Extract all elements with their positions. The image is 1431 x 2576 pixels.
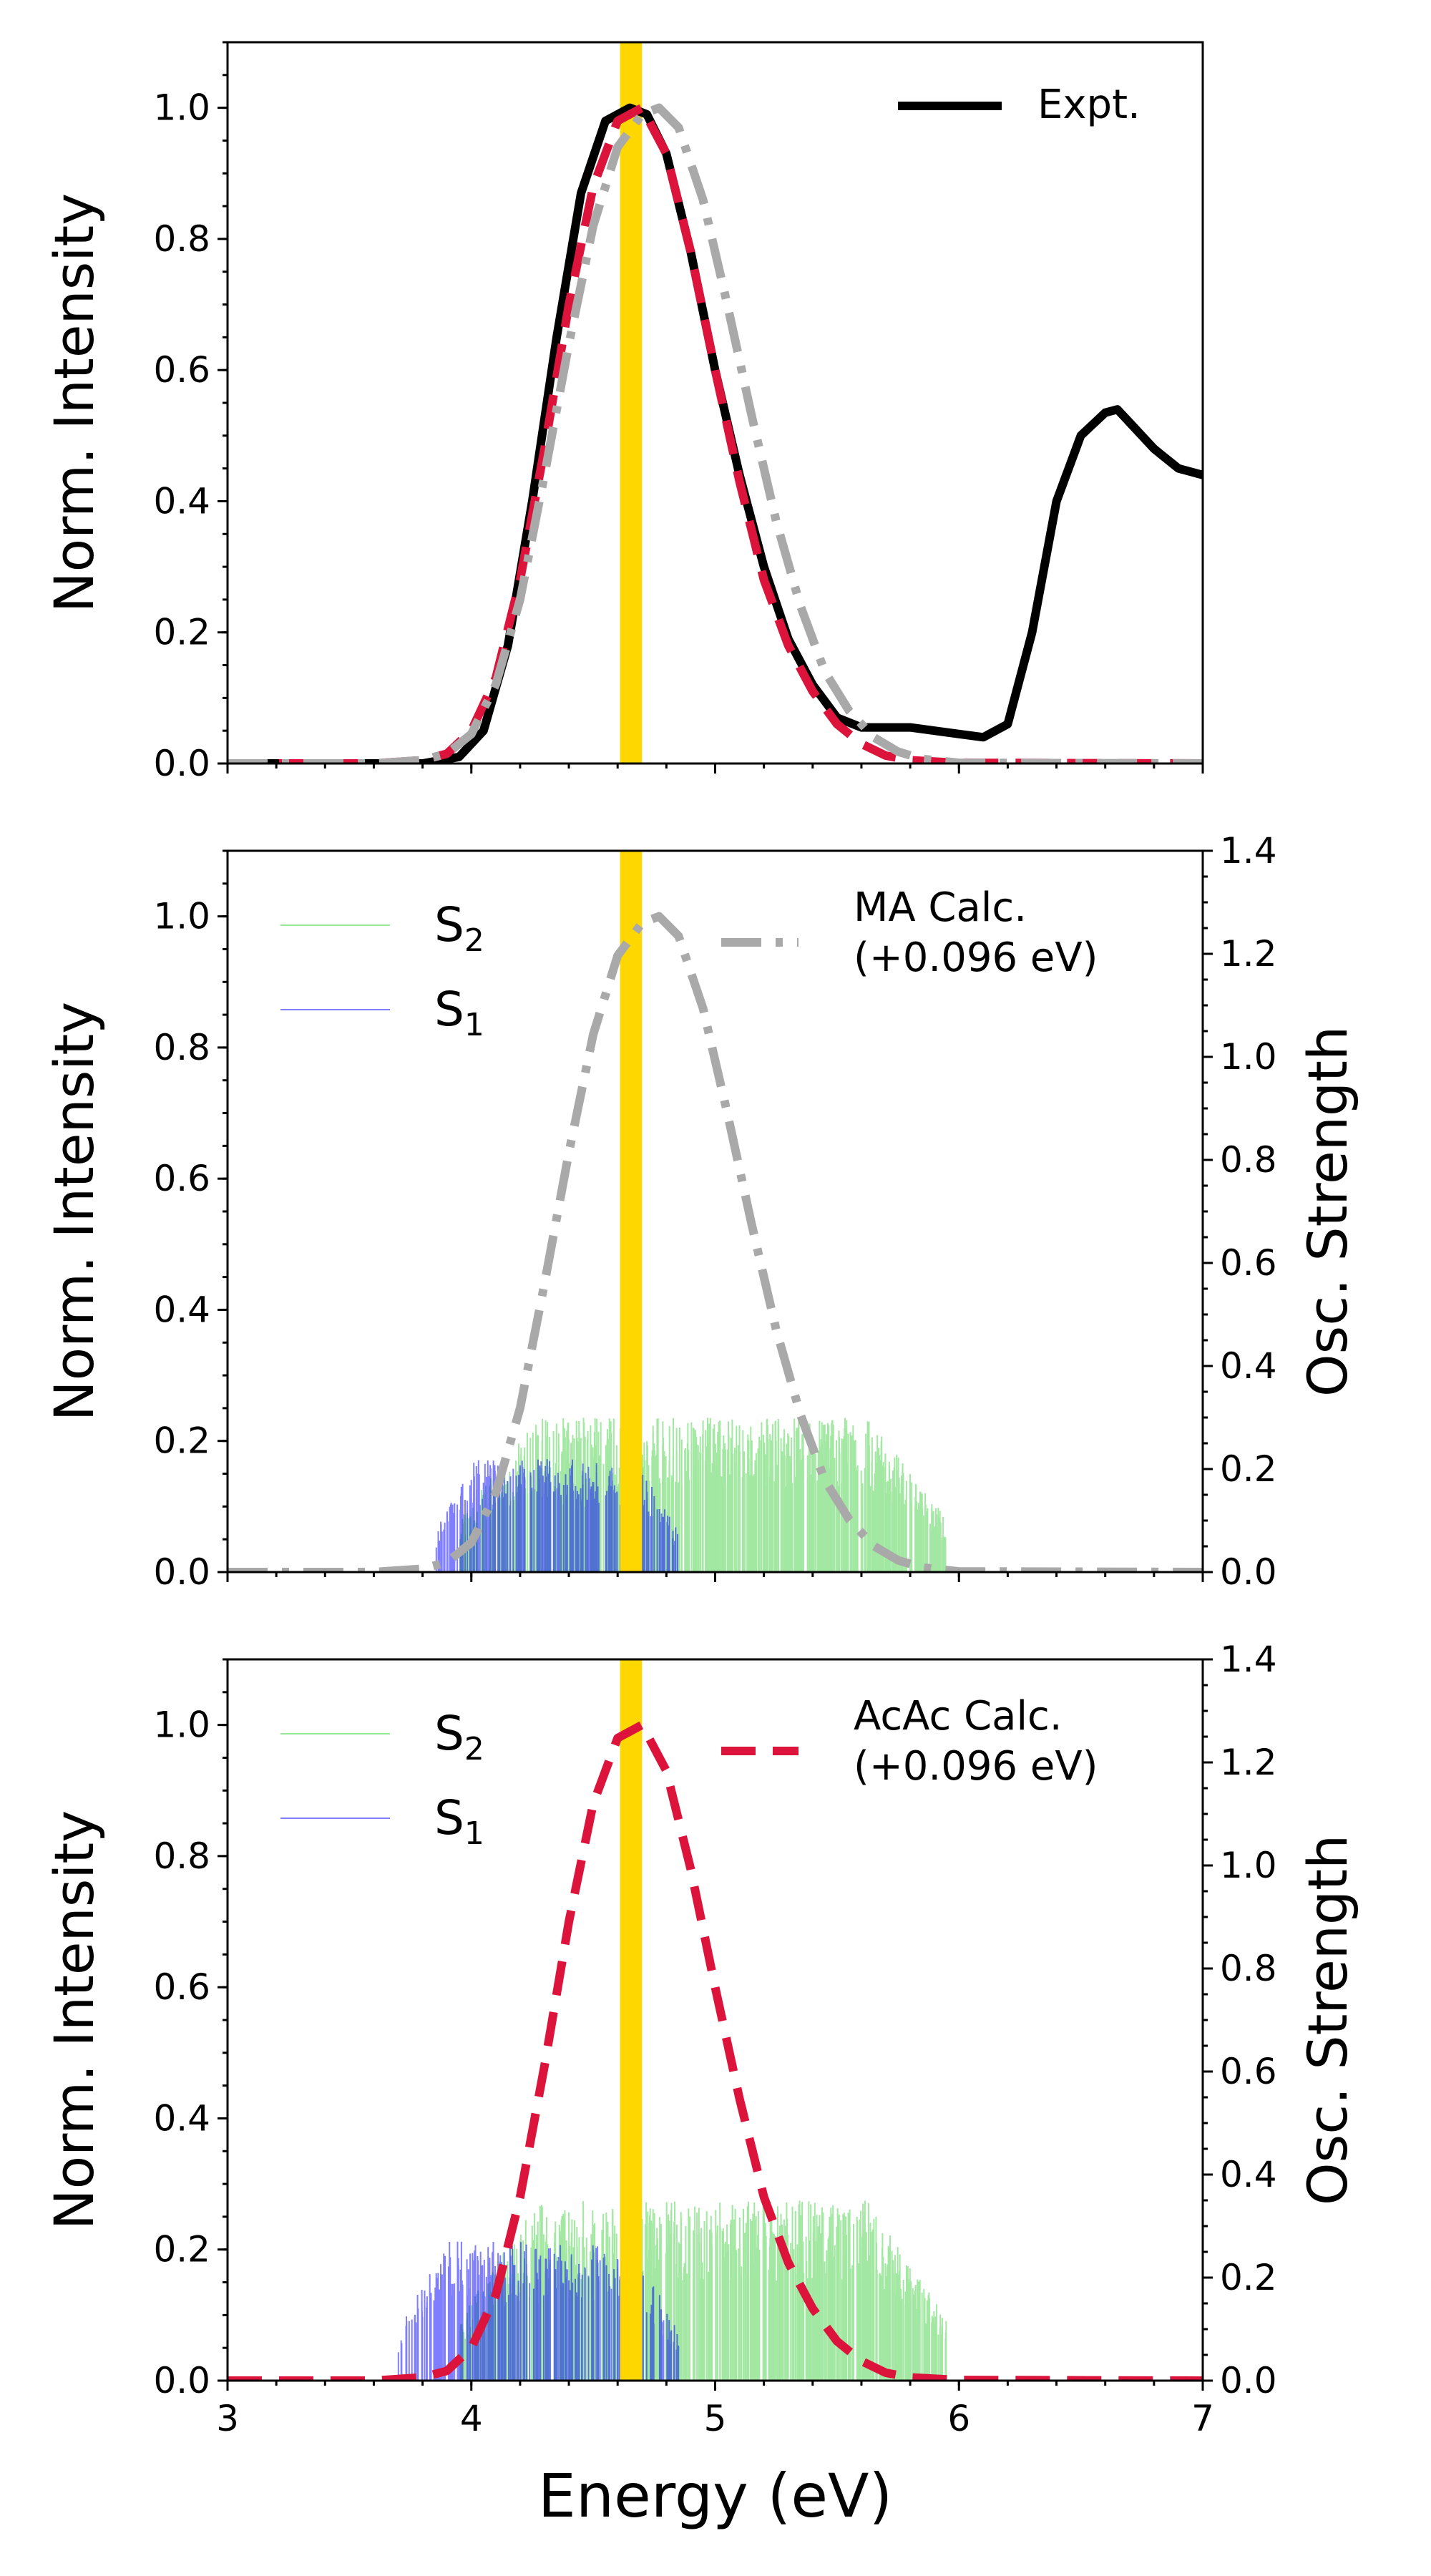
legend-label-subscript: 2 bbox=[464, 922, 484, 959]
y-axis-label: Norm. Intensity bbox=[42, 1002, 106, 1421]
y2-ticks bbox=[1203, 1658, 1213, 2382]
y-tick-label: 0.2 bbox=[153, 612, 210, 653]
legend-label-s2: S2 bbox=[434, 897, 484, 959]
legend-label-s1: S1 bbox=[434, 1790, 484, 1852]
y2-tick-label: 0.2 bbox=[1220, 2257, 1277, 2298]
x-tick-label: 6 bbox=[947, 2398, 970, 2439]
y-ticks bbox=[218, 41, 228, 765]
y2-ticks bbox=[1203, 849, 1213, 1574]
plot-area bbox=[228, 1659, 1203, 2381]
panel-3: 3 4 5 6 7 Energy (eV) 0.0 0.2 0.4 0.6 0.8 1.0 Norm. … bbox=[42, 1639, 1359, 2531]
highlight-band bbox=[620, 851, 643, 1572]
panel-2: 0.0 0.2 0.4 0.6 0.8 1.0 Norm. Intensity 0.0 0.2 0… bbox=[42, 830, 1359, 1593]
y2-tick-label: 1.2 bbox=[1220, 1742, 1277, 1783]
x-ticks bbox=[226, 2381, 1204, 2391]
legend-label-subscript: 2 bbox=[464, 1731, 484, 1767]
y-tick-label: 0.4 bbox=[153, 480, 210, 522]
y2-tick-label: 0.6 bbox=[1220, 1242, 1277, 1284]
x-ticks bbox=[226, 1572, 1204, 1582]
y-tick-label: 0.8 bbox=[153, 218, 210, 260]
y-tick-label: 0.8 bbox=[153, 1027, 210, 1068]
x-tick-label: 4 bbox=[460, 2398, 483, 2439]
y2-tick-label: 0.4 bbox=[1220, 1345, 1277, 1387]
y-tick-label: 0.6 bbox=[153, 1966, 210, 2008]
series-line-expt. bbox=[228, 103, 1203, 763]
x-tick-label: 5 bbox=[704, 2398, 727, 2439]
y-tick-label: 1.0 bbox=[153, 896, 210, 937]
y-tick-label: 0.4 bbox=[153, 1289, 210, 1330]
legend-label-calc-line1: AcAc Calc. bbox=[854, 1693, 1063, 1740]
y2-tick-label: 1.0 bbox=[1220, 1845, 1277, 1886]
y-tick-label: 0.8 bbox=[153, 1835, 210, 1877]
sticks-s2 bbox=[459, 1418, 947, 1572]
y-ticks bbox=[218, 849, 228, 1574]
legend-label-s2: S2 bbox=[434, 1706, 484, 1767]
y2-tick-label: 0.2 bbox=[1220, 1448, 1277, 1490]
sticks-s1 bbox=[397, 2241, 680, 2381]
legend-label-s1: S1 bbox=[434, 982, 484, 1043]
y2-tick-label: 0.8 bbox=[1220, 1139, 1277, 1181]
y-tick-label: 1.0 bbox=[153, 1704, 210, 1746]
x-ticks bbox=[226, 763, 1204, 774]
plot-area bbox=[228, 42, 1203, 763]
plot-frame bbox=[226, 41, 1204, 765]
y-axis-label: Norm. Intensity bbox=[42, 1810, 106, 2230]
y2-tick-label: 1.4 bbox=[1220, 830, 1277, 872]
y-tick-label: 0.6 bbox=[153, 1158, 210, 1199]
y-tick-label: 0.6 bbox=[153, 349, 210, 391]
y2-tick-label: 1.0 bbox=[1220, 1036, 1277, 1078]
series-line-ma bbox=[228, 912, 1203, 1572]
panel-1: 0.0 0.2 0.4 0.6 0.8 1.0 Norm. Intensity Expt. bbox=[42, 41, 1204, 784]
y2-tick-label: 1.2 bbox=[1220, 933, 1277, 975]
y2-tick-label: 0.4 bbox=[1220, 2154, 1277, 2195]
y-tick-label: 0.0 bbox=[153, 743, 210, 784]
y-tick-label: 0.0 bbox=[153, 1551, 210, 1593]
y2-tick-label: 0.0 bbox=[1220, 2360, 1277, 2401]
highlight-band bbox=[620, 42, 643, 763]
y-axis-label: Norm. Intensity bbox=[42, 193, 106, 613]
y2-axis-label: Osc. Strength bbox=[1296, 1026, 1359, 1397]
y-tick-label: 0.2 bbox=[153, 1420, 210, 1462]
y-tick-label: 0.2 bbox=[153, 2229, 210, 2270]
x-tick-label: 3 bbox=[216, 2398, 239, 2439]
legend-label-calc-line1: MA Calc. bbox=[854, 884, 1027, 931]
series-line-curve-2 bbox=[228, 103, 1203, 763]
legend-label-subscript: 1 bbox=[464, 1815, 484, 1852]
y2-tick-label: 0.8 bbox=[1220, 1948, 1277, 1989]
x-tick-label: 7 bbox=[1191, 2398, 1214, 2439]
series-line-curve-1 bbox=[228, 103, 1203, 763]
y-tick-label: 0.0 bbox=[153, 2360, 210, 2401]
legend-label-subscript: 1 bbox=[464, 1007, 484, 1043]
y2-axis-label: Osc. Strength bbox=[1296, 1835, 1359, 2205]
y-tick-label: 0.4 bbox=[153, 2097, 210, 2139]
highlight-band bbox=[620, 1659, 643, 2381]
legend-label-expt: Expt. bbox=[1037, 82, 1141, 128]
y2-tick-label: 0.6 bbox=[1220, 2051, 1277, 2092]
y-tick-label: 1.0 bbox=[153, 87, 210, 129]
y2-tick-label: 0.0 bbox=[1220, 1551, 1277, 1593]
legend-label-calc-line2: (+0.096 eV) bbox=[854, 1743, 1098, 1790]
y2-tick-label: 1.4 bbox=[1220, 1639, 1277, 1680]
x-axis-label: Energy (eV) bbox=[538, 2461, 892, 2531]
plot-area bbox=[228, 851, 1203, 1572]
y-ticks bbox=[218, 1658, 228, 2382]
legend-label-calc-line2: (+0.096 eV) bbox=[854, 935, 1098, 981]
